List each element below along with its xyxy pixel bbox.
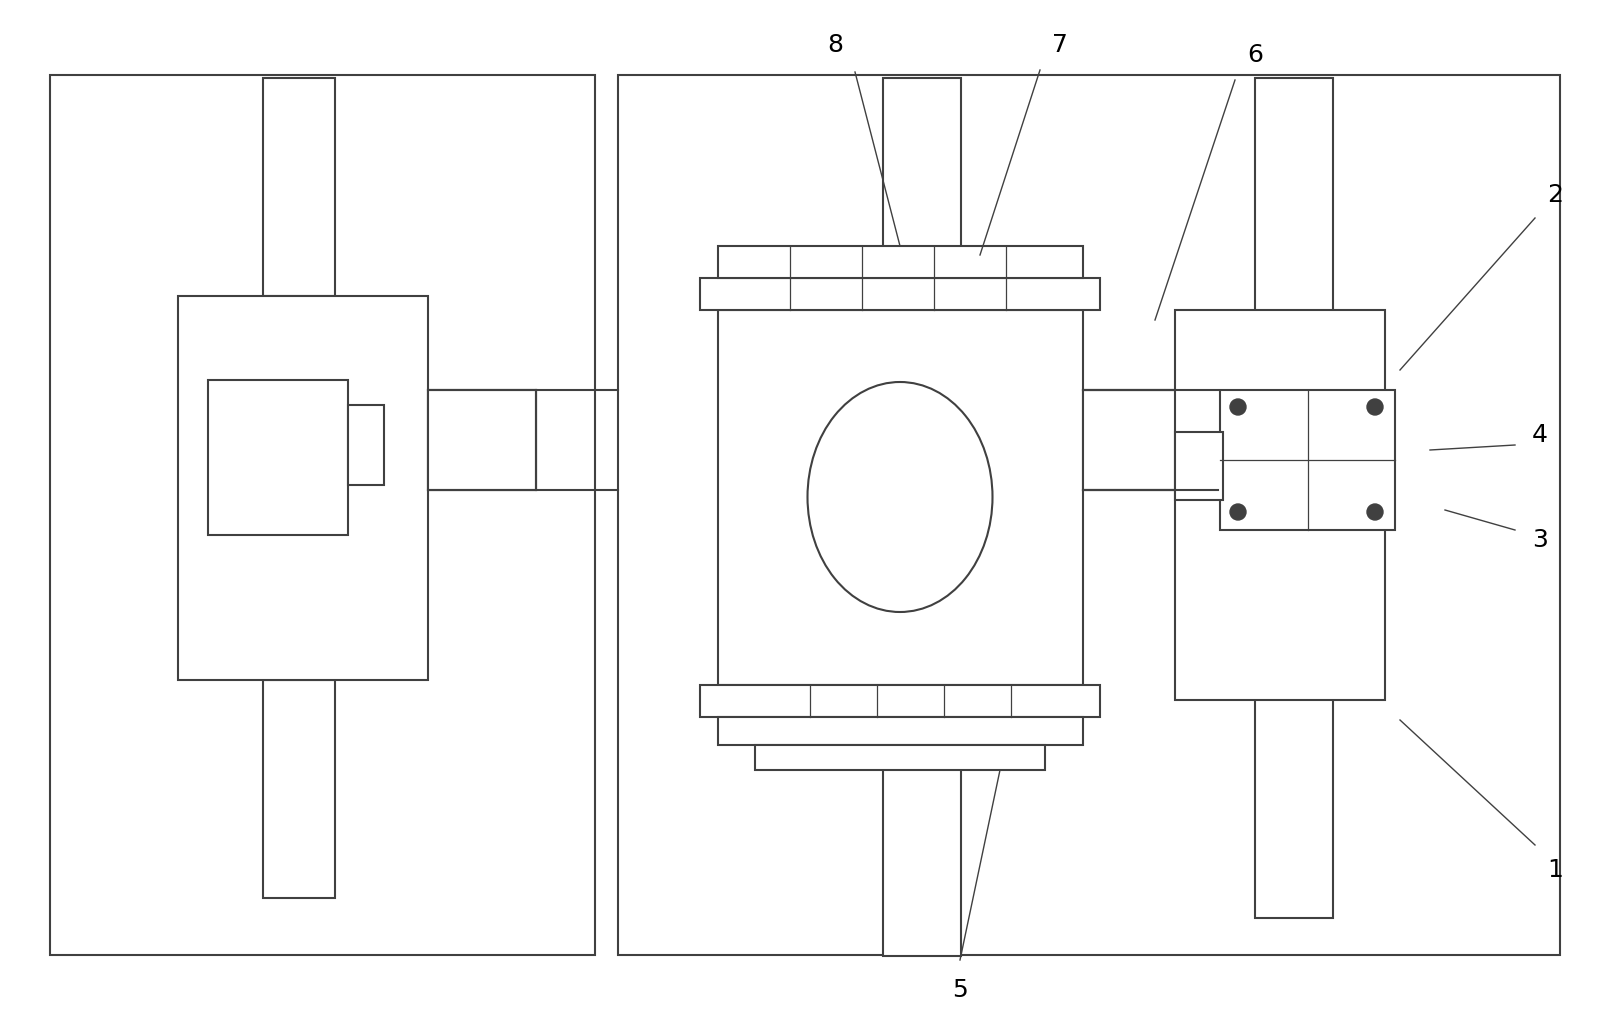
Bar [755, 745, 1045, 770]
Bar [429, 390, 536, 490]
Circle shape [1366, 399, 1382, 415]
Bar [718, 246, 1083, 278]
Text: 4: 4 [1533, 423, 1549, 447]
Circle shape [1366, 504, 1382, 520]
Bar [883, 718, 962, 956]
Text: 8: 8 [827, 33, 843, 57]
Circle shape [1230, 504, 1246, 520]
Bar [1254, 680, 1333, 918]
Circle shape [1230, 399, 1246, 415]
Text: 1: 1 [1547, 858, 1563, 882]
Text: 5: 5 [952, 978, 968, 1002]
Text: 7: 7 [1053, 33, 1067, 57]
Bar [718, 717, 1083, 745]
Bar [701, 685, 1101, 717]
Bar [1083, 390, 1218, 490]
Bar [1174, 432, 1222, 500]
Bar [618, 75, 1560, 955]
Text: 3: 3 [1533, 528, 1547, 552]
Bar [1221, 390, 1395, 530]
Bar [701, 278, 1101, 310]
Bar [262, 680, 334, 898]
Bar [1254, 78, 1333, 317]
Bar [50, 75, 595, 955]
Bar [208, 380, 349, 535]
Bar [883, 78, 962, 317]
Ellipse shape [808, 382, 992, 612]
Text: 2: 2 [1547, 183, 1563, 207]
Bar [178, 296, 429, 680]
Bar [1174, 310, 1386, 700]
Bar [262, 78, 334, 296]
Bar [718, 310, 1083, 685]
Bar [429, 390, 536, 490]
Text: 6: 6 [1246, 43, 1262, 67]
Bar [349, 405, 384, 485]
